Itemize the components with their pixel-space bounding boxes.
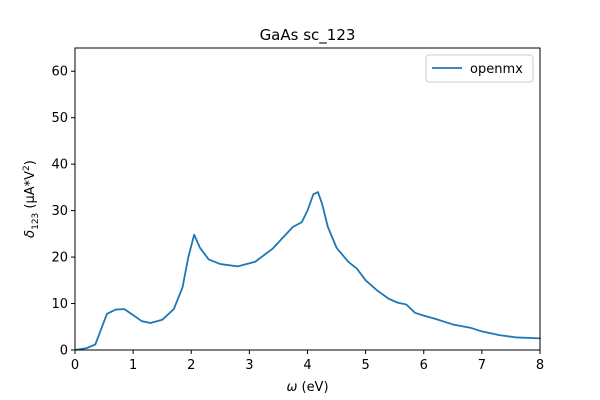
x-axis-label: ω (eV) — [286, 380, 328, 395]
legend: openmx — [425, 54, 534, 83]
x-tick-label: 4 — [303, 358, 311, 373]
y-axis-superscript: 2 — [22, 165, 32, 171]
plot-frame — [74, 47, 541, 351]
legend-label-openmx: openmx — [470, 62, 523, 77]
x-tick-label: 1 — [129, 358, 137, 373]
y-tick-label: 60 — [51, 65, 68, 80]
y-tick-label: 10 — [51, 297, 68, 312]
x-tick-label: 6 — [420, 358, 428, 373]
y-tick-label: 30 — [51, 204, 68, 219]
x-axis-symbol: ω — [286, 380, 297, 395]
series-line-openmx — [74, 191, 541, 351]
x-tick-label: 8 — [536, 358, 544, 373]
y-tick-label: 0 — [60, 344, 68, 359]
x-axis-unit: (eV) — [297, 380, 328, 395]
y-tick-label: 40 — [51, 158, 68, 173]
y-axis-unit: (μA*V — [23, 171, 38, 213]
y-axis-symbol: δ — [23, 230, 38, 238]
chart-title: GaAs sc_123 — [260, 26, 356, 45]
x-tick-label: 3 — [245, 358, 253, 373]
legend-box — [425, 54, 534, 83]
y-axis-close: ) — [23, 160, 38, 165]
y-tick-label: 20 — [51, 251, 68, 266]
y-axis-label: δ123 (μA*V2) — [22, 160, 41, 238]
x-tick-label: 0 — [71, 358, 79, 373]
x-tick-label: 2 — [187, 358, 195, 373]
x-tick-label: 7 — [478, 358, 486, 373]
y-tick-label: 50 — [51, 111, 68, 126]
x-tick-label: 5 — [361, 358, 369, 373]
ticks-layer: 0 1 2 3 4 5 6 7 8 0 10 20 30 40 50 60 — [51, 65, 544, 373]
y-axis-subscript: 123 — [31, 213, 41, 230]
